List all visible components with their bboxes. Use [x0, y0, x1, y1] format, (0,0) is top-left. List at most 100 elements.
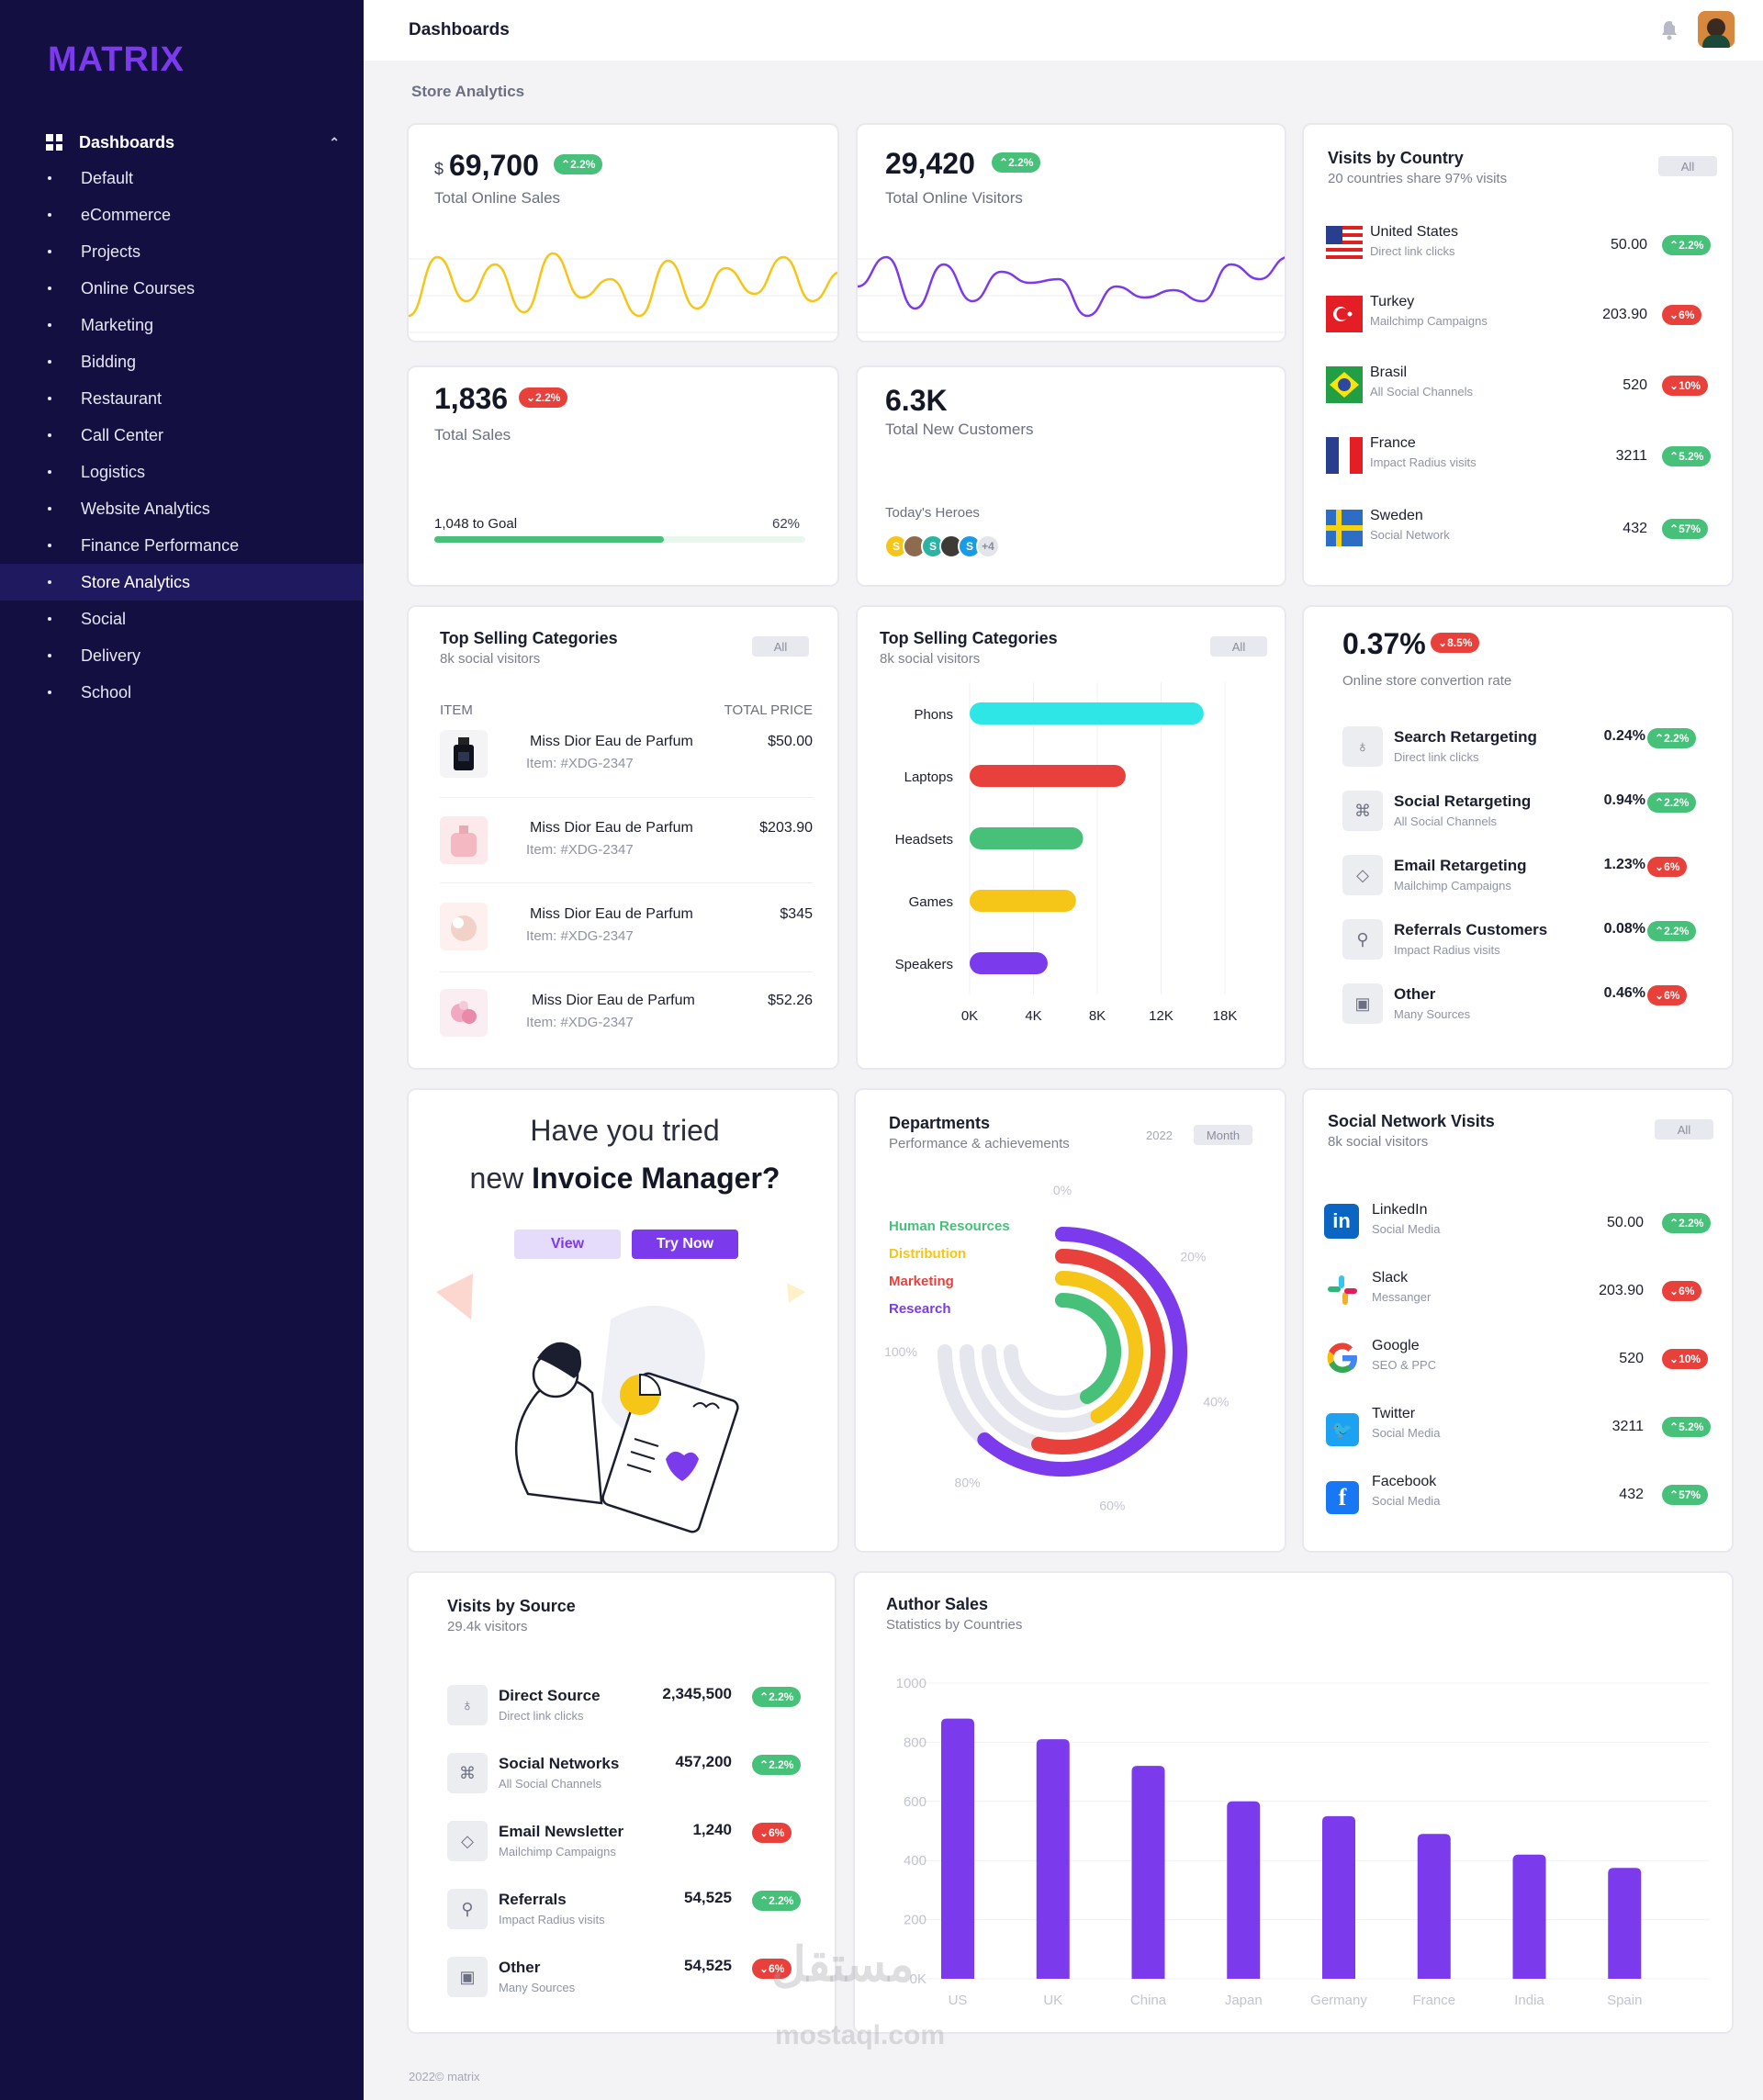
social-network-type: Messanger: [1372, 1290, 1432, 1304]
departments-period-chip[interactable]: Month: [1194, 1125, 1252, 1145]
sidebar-item-school[interactable]: School: [0, 674, 364, 711]
top-products-subtitle: 8k social visitors: [440, 651, 541, 667]
total-sales-label: Total Sales: [434, 426, 511, 444]
view-button[interactable]: View: [514, 1230, 621, 1259]
sidebar-section-label: Dashboards: [79, 132, 175, 152]
facebook-icon: f: [1326, 1481, 1359, 1514]
source-row-source: All Social Channels: [499, 1777, 602, 1791]
watermark-arabic: مستقل: [771, 1938, 915, 1992]
radial-tick-label: 20%: [1180, 1250, 1206, 1264]
sidebar-item-label: Restaurant: [81, 388, 163, 408]
x-category-label: China: [1130, 1993, 1167, 2008]
product-code: Item: #XDG-2347: [526, 756, 634, 771]
social-filter-chip[interactable]: All: [1655, 1119, 1713, 1140]
source-row-name: Referrals: [499, 1891, 567, 1908]
trend-badge: ⌄ 6%: [752, 1823, 792, 1843]
departments-card: Departments Performance & achievements 2…: [854, 1088, 1286, 1553]
sweden-flag-icon: [1326, 510, 1363, 546]
legend-research: Research: [889, 1301, 951, 1317]
y-tick-label: 1000: [896, 1676, 926, 1691]
source-row-source: Many Sources: [499, 1981, 576, 1994]
y-tick-label: 800: [904, 1735, 926, 1750]
sidebar-item-social[interactable]: Social: [0, 601, 364, 637]
try-now-button[interactable]: Try Now: [632, 1230, 738, 1259]
country-name: Sweden: [1370, 508, 1423, 523]
sidebar-item-store-analytics[interactable]: Store Analytics: [0, 564, 364, 601]
sidebar-item-marketing[interactable]: Marketing: [0, 307, 364, 343]
bullet-icon: [48, 470, 51, 474]
sidebar-item-online-courses[interactable]: Online Courses: [0, 270, 364, 307]
trend-badge: ⌃ 2.2%: [1647, 792, 1697, 813]
social-network-name: Google: [1372, 1338, 1420, 1353]
currency-symbol: $: [434, 160, 444, 178]
goal-percent: 62%: [772, 516, 801, 532]
sidebar-item-call-center[interactable]: Call Center: [0, 417, 364, 454]
conversion-row-name: Referrals Customers: [1394, 921, 1548, 938]
product-price: $203.90: [759, 820, 813, 836]
product-name[interactable]: Miss Dior Eau de Parfum: [530, 820, 693, 836]
visits-by-country-card: Visits by Country 20 countries share 97%…: [1302, 123, 1734, 587]
product-name[interactable]: Miss Dior Eau de Parfum: [530, 906, 693, 922]
country-name: France: [1370, 435, 1416, 451]
x-tick-label: 8K: [1089, 1008, 1106, 1024]
watermark-latin: mostaql.com: [775, 2020, 946, 2050]
total-sales-value: 1,836: [434, 382, 509, 415]
brazil-flag-icon: [1326, 366, 1363, 403]
promo-line-1: Have you tried: [530, 1114, 720, 1147]
sidebar-item-logistics[interactable]: Logistics: [0, 454, 364, 490]
trend-badge: ⌄ 6%: [1662, 1281, 1702, 1301]
sidebar-item-delivery[interactable]: Delivery: [0, 637, 364, 674]
bullet-icon: [48, 250, 51, 253]
social-visits-card: Social Network Visits 8k social visitors…: [1302, 1088, 1734, 1553]
user-avatar[interactable]: [1698, 11, 1735, 48]
chevron-up-icon[interactable]: ⌃: [329, 134, 340, 150]
sidebar-section-dashboards[interactable]: Dashboards ⌃: [46, 129, 340, 156]
sidebar-item-label: Bidding: [81, 352, 137, 371]
bullet-icon: [48, 507, 51, 511]
product-name[interactable]: Miss Dior Eau de Parfum: [530, 734, 693, 749]
country-value: 432: [1623, 521, 1647, 536]
app-logo[interactable]: MATRIX: [48, 40, 185, 79]
sidebar-item-website-analytics[interactable]: Website Analytics: [0, 490, 364, 527]
sidebar-item-label: Call Center: [81, 425, 164, 444]
countries-filter-chip[interactable]: All: [1658, 156, 1717, 176]
bell-icon[interactable]: [1658, 18, 1680, 42]
source-row-source: Mailchimp Campaigns: [499, 1845, 616, 1859]
conversion-row-name: Social Retargeting: [1394, 792, 1532, 810]
trend-badge: ⌃ 2.2%: [752, 1687, 802, 1707]
heroes-avatars[interactable]: S S S +4: [884, 534, 1000, 558]
source-row-value: 1,240: [692, 1821, 732, 1838]
share-icon: ⚲: [461, 1899, 474, 1918]
diamond-icon: ◇: [1356, 865, 1369, 884]
sidebar-item-projects[interactable]: Projects: [0, 233, 364, 270]
category-bar: [970, 702, 1204, 724]
social-network-value: 50.00: [1606, 1215, 1644, 1230]
country-value: 3211: [1615, 448, 1647, 464]
categories-filter-chip[interactable]: All: [1210, 636, 1267, 657]
monitor-icon: ▣: [459, 1967, 476, 1986]
top-products-filter-chip[interactable]: All: [752, 636, 809, 657]
total-sales-badge: ⌄ 2.2%: [519, 387, 568, 408]
legend-distribution: Distribution: [889, 1246, 967, 1262]
sidebar-item-default[interactable]: Default: [0, 160, 364, 197]
trend-badge: ⌃ 2.2%: [752, 1755, 802, 1775]
sidebar-item-bidding[interactable]: Bidding: [0, 343, 364, 380]
invoice-promo-card: Have you tried new Invoice Manager? View…: [407, 1088, 839, 1553]
page-title: Dashboards: [409, 20, 510, 39]
sidebar-item-finance-performance[interactable]: Finance Performance: [0, 527, 364, 564]
source-row-icon-box: ▣: [447, 1957, 488, 1997]
source-row-value: 457,200: [675, 1753, 732, 1770]
sidebar-item-label: School: [81, 682, 132, 702]
trend-badge: ⌃ 2.2%: [1647, 921, 1697, 941]
balloon-icon: ♁: [461, 1695, 474, 1714]
x-tick-label: 12K: [1149, 1008, 1173, 1024]
author-sales-bar-chart: 1000 800 600 400 200 0K US UK China Japan Germany F…: [896, 1676, 1709, 2008]
product-name[interactable]: Miss Dior Eau de Parfum: [532, 993, 695, 1008]
product-price: $345: [780, 906, 813, 922]
trend-badge: ⌃ 2.2%: [1662, 1213, 1712, 1233]
sidebar-item-ecommerce[interactable]: eCommerce: [0, 197, 364, 233]
sidebar-item-restaurant[interactable]: Restaurant: [0, 380, 364, 417]
product-code: Item: #XDG-2347: [526, 1015, 634, 1030]
heroes-more[interactable]: +4: [976, 534, 1000, 558]
bullet-icon: [48, 286, 51, 290]
